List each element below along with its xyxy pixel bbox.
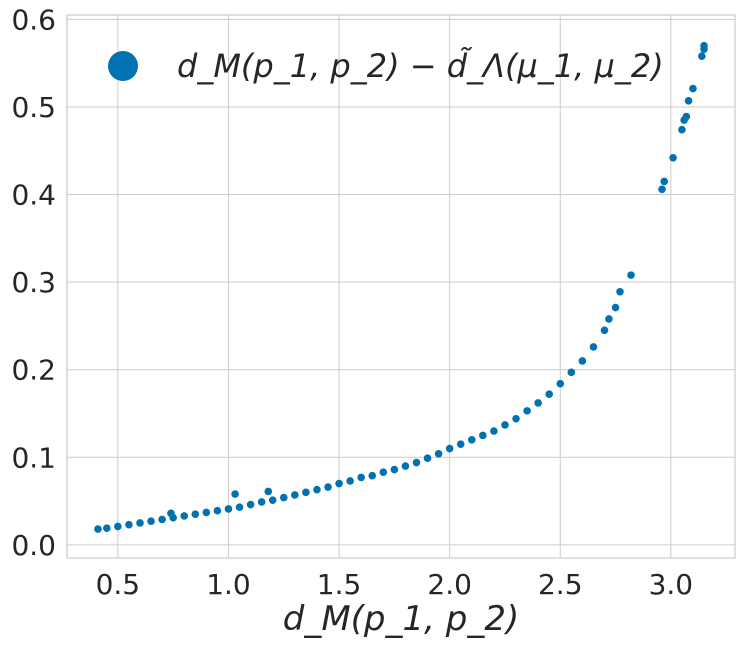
data-point	[660, 177, 669, 186]
y-tick-label: 0.5	[11, 91, 56, 124]
y-tick-label: 0.6	[11, 3, 56, 36]
data-point	[700, 41, 708, 50]
x-tick-label: 2.0	[427, 568, 472, 601]
data-point	[180, 512, 189, 520]
data-point	[684, 97, 693, 105]
data-point	[479, 431, 487, 440]
data-point	[412, 458, 421, 467]
data-point	[605, 315, 613, 323]
data-point	[231, 490, 239, 498]
data-point	[523, 407, 531, 415]
data-point	[357, 473, 365, 482]
data-point	[335, 479, 343, 488]
x-axis-title: d_M(p_1, p_2)	[283, 599, 520, 639]
data-point	[379, 468, 388, 476]
y-tick-label: 0.2	[11, 354, 56, 387]
data-point	[678, 125, 686, 134]
data-point	[103, 524, 111, 533]
data-point	[94, 525, 102, 533]
data-point	[114, 522, 122, 531]
x-tick-label: 1.0	[206, 568, 251, 601]
data-point	[434, 449, 443, 458]
data-point	[616, 287, 624, 296]
data-point	[501, 421, 509, 429]
data-point	[313, 485, 321, 494]
data-point	[490, 427, 498, 435]
data-point	[136, 519, 144, 527]
data-point	[578, 357, 587, 365]
y-axis-ticks: 0.0 0.1 0.2 0.3 0.4 0.5 0.6	[11, 3, 56, 561]
data-point	[257, 498, 266, 506]
data-point	[224, 505, 233, 513]
data-point	[589, 343, 598, 351]
data-point	[600, 326, 609, 335]
plot-area	[66, 14, 736, 559]
data-point	[246, 500, 255, 509]
y-tick-label: 0.1	[11, 441, 56, 474]
data-point	[125, 520, 133, 529]
data-point	[167, 509, 175, 518]
data-point	[213, 506, 222, 515]
data-point	[390, 465, 399, 474]
legend-label: d_M(p_1, p_2) − d̃_Λ(μ_1, μ_2)	[177, 47, 664, 85]
data-point	[191, 510, 200, 519]
data-point	[202, 508, 211, 517]
data-point	[401, 462, 410, 470]
legend: d_M(p_1, p_2) − d̃_Λ(μ_1, μ_2)	[108, 47, 664, 85]
legend-marker	[108, 51, 138, 81]
data-point	[545, 390, 553, 399]
data-point	[567, 368, 576, 377]
grid	[67, 15, 735, 558]
data-point	[346, 477, 354, 485]
data-point	[669, 153, 677, 162]
data-point	[368, 471, 377, 480]
x-tick-label: 1.5	[317, 568, 362, 601]
data-point	[235, 503, 244, 512]
data-point	[689, 84, 697, 93]
data-point	[627, 271, 635, 279]
data-point	[445, 444, 454, 453]
x-axis-ticks: 0.5 1.0 1.5 2.0 2.5 3.0	[96, 568, 694, 601]
data-point	[423, 454, 432, 462]
x-tick-label: 3.0	[649, 568, 694, 601]
x-axis-label: d_M(p_1, p_2)	[283, 599, 520, 639]
data-point	[147, 517, 155, 526]
data-point	[658, 185, 666, 194]
y-tick-label: 0.4	[11, 179, 56, 212]
data-point	[324, 483, 332, 491]
data-point	[698, 52, 706, 60]
data-point	[534, 399, 542, 407]
data-point	[264, 487, 273, 496]
data-point	[291, 491, 299, 499]
data-point	[467, 435, 476, 444]
x-tick-label: 2.5	[538, 568, 583, 601]
y-tick-label: 0.0	[11, 529, 56, 562]
data-point	[512, 414, 520, 423]
data-point	[682, 112, 691, 121]
data-point	[302, 488, 310, 497]
data-points	[94, 41, 708, 533]
data-point	[268, 496, 277, 504]
data-point	[158, 515, 166, 524]
x-tick-label: 0.5	[96, 568, 141, 601]
data-point	[456, 440, 465, 448]
data-point	[611, 303, 620, 312]
y-tick-label: 0.3	[11, 266, 56, 299]
data-point	[279, 493, 288, 502]
data-point	[556, 379, 565, 388]
plot-frame	[66, 14, 736, 559]
